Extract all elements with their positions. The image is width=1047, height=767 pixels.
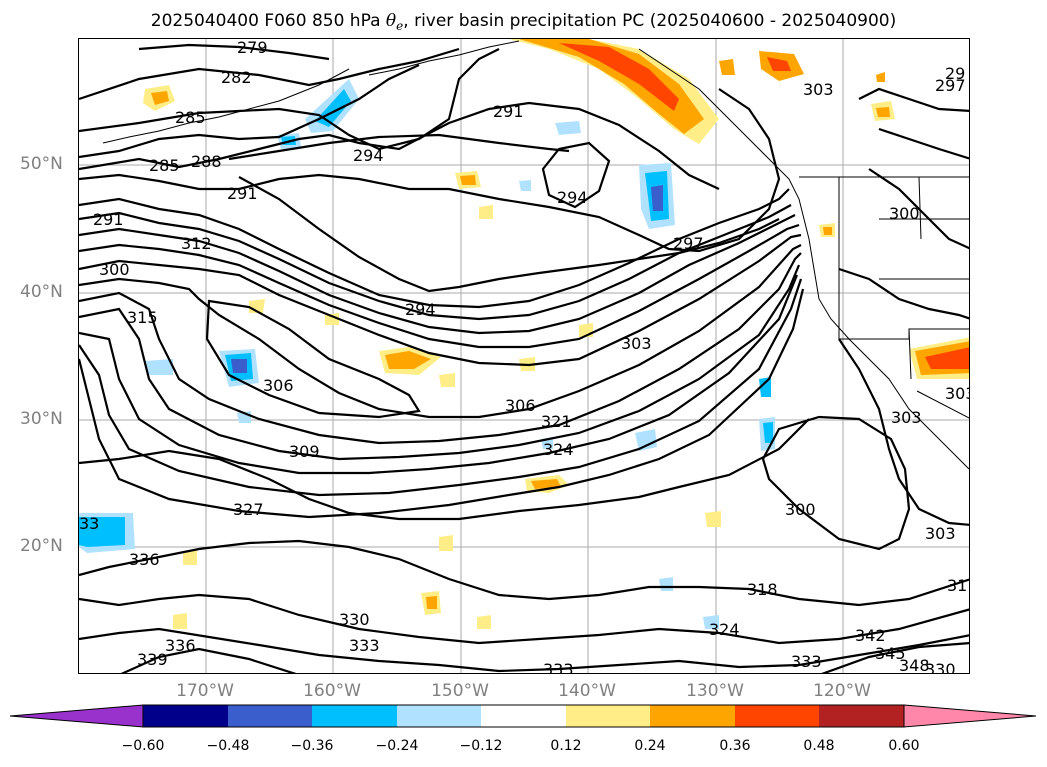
colorbar-label: −0.60 <box>121 738 165 754</box>
lon-tick-label: 140°W <box>558 681 616 701</box>
contour-label: 318 <box>747 580 778 599</box>
colorbar-label: 0.36 <box>719 738 751 754</box>
colorbar-bin <box>566 705 650 727</box>
contour-label: 339 <box>137 650 168 669</box>
lon-tick-label: 150°W <box>431 681 489 701</box>
contour-label: 306 <box>505 396 536 415</box>
lat-tick-label: 50°N <box>20 154 63 174</box>
lat-tick-label: 30°N <box>20 409 63 429</box>
contour-label: 330 <box>925 660 956 674</box>
contour-labels: 279 282 285 285 288 291 291 291 294 294 … <box>79 39 970 674</box>
contour-label: 336 <box>165 636 196 655</box>
contour-label: 285 <box>149 156 180 175</box>
colorbar-label: −0.48 <box>206 738 250 754</box>
colorbar-label: −0.12 <box>459 738 503 754</box>
contour-label: 291 <box>227 184 258 203</box>
lat-tick-label: 20°N <box>20 536 63 556</box>
contour-label: 306 <box>263 376 294 395</box>
colorbar-label: 0.24 <box>634 738 666 754</box>
title-prefix: 2025040400 F060 850 hPa <box>150 11 386 31</box>
colorbar-extend-low <box>10 704 144 728</box>
contour-label: 348 <box>899 656 930 674</box>
colorbar-label: −0.24 <box>375 738 419 754</box>
map-canvas: 279 282 285 285 288 291 291 291 294 294 … <box>79 39 970 674</box>
precip-shading <box>79 39 969 629</box>
title-suffix: , river basin precipitation PC (20250406… <box>403 11 897 31</box>
contour-label: 33 <box>79 514 99 533</box>
graticule <box>79 39 969 673</box>
contour-label: 327 <box>233 500 264 519</box>
colorbar-bin <box>819 705 904 727</box>
contour-label: 300 <box>785 500 816 519</box>
colorbar <box>10 704 1037 728</box>
contour-label: 333 <box>349 636 380 655</box>
colorbar-bin <box>228 705 312 727</box>
contour-label: 309 <box>289 442 320 461</box>
contour-label: 333 <box>791 652 822 671</box>
contour-label: 342 <box>855 626 886 645</box>
colorbar-bin <box>143 705 228 727</box>
colorbar-extend-high <box>903 704 1037 728</box>
contour-label: 321 <box>541 412 572 431</box>
contour-label: 29 <box>945 64 965 83</box>
contour-label: 294 <box>353 146 384 165</box>
colorbar-bin <box>312 705 397 727</box>
map-title: 2025040400 F060 850 hPa θe, river basin … <box>0 11 1047 34</box>
contour-label: 297 <box>935 76 966 95</box>
lon-tick-label: 120°W <box>813 681 871 701</box>
contour-label: 315 <box>127 308 158 327</box>
colorbar-bin <box>650 705 735 727</box>
lon-tick-label: 170°W <box>176 681 234 701</box>
map-panel: 279 282 285 285 288 291 291 291 294 294 … <box>78 38 970 674</box>
colorbar-label: −0.36 <box>290 738 334 754</box>
contour-label: 333 <box>543 660 574 674</box>
colorbar-label: 0.48 <box>803 738 835 754</box>
contour-label: 303 <box>945 384 970 403</box>
contour-label: 303 <box>925 524 956 543</box>
lat-tick-label: 40°N <box>20 282 63 302</box>
colorbar-bin <box>397 705 481 727</box>
contour-label: 291 <box>493 102 524 121</box>
contour-label: 330 <box>339 610 370 629</box>
contour-label: 312 <box>181 234 212 253</box>
contour-label: 336 <box>129 550 160 569</box>
contour-label: 279 <box>237 39 268 57</box>
colorbar-label: 0.12 <box>550 738 582 754</box>
contour-label: 324 <box>709 620 740 639</box>
contour-label: 297 <box>673 234 704 253</box>
contour-label: 300 <box>99 260 130 279</box>
contour-label: 294 <box>405 300 436 319</box>
colorbar-frame <box>142 704 905 728</box>
colorbar-bin <box>481 705 566 727</box>
contour-label: 345 <box>875 644 906 663</box>
contour-label: 285 <box>175 108 206 127</box>
colorbar-label: 0.60 <box>888 738 920 754</box>
theta-e-contours <box>79 43 969 673</box>
contour-label: 31 <box>947 576 967 595</box>
contour-label: 303 <box>891 408 922 427</box>
contour-label: 294 <box>557 188 588 207</box>
contour-label: 282 <box>221 68 252 87</box>
colorbar-bin <box>735 705 819 727</box>
contour-label: 300 <box>889 204 920 223</box>
title-theta-subscript: e <box>396 19 404 34</box>
coastlines <box>102 40 969 470</box>
lon-tick-label: 130°W <box>686 681 744 701</box>
contour-label: 303 <box>803 80 834 99</box>
lon-tick-label: 160°W <box>303 681 361 701</box>
contour-label: 303 <box>621 334 652 353</box>
contour-label: 288 <box>191 152 222 171</box>
contour-label: 291 <box>93 210 124 229</box>
contour-label: 324 <box>543 440 574 459</box>
title-theta-symbol: θ <box>385 11 397 31</box>
